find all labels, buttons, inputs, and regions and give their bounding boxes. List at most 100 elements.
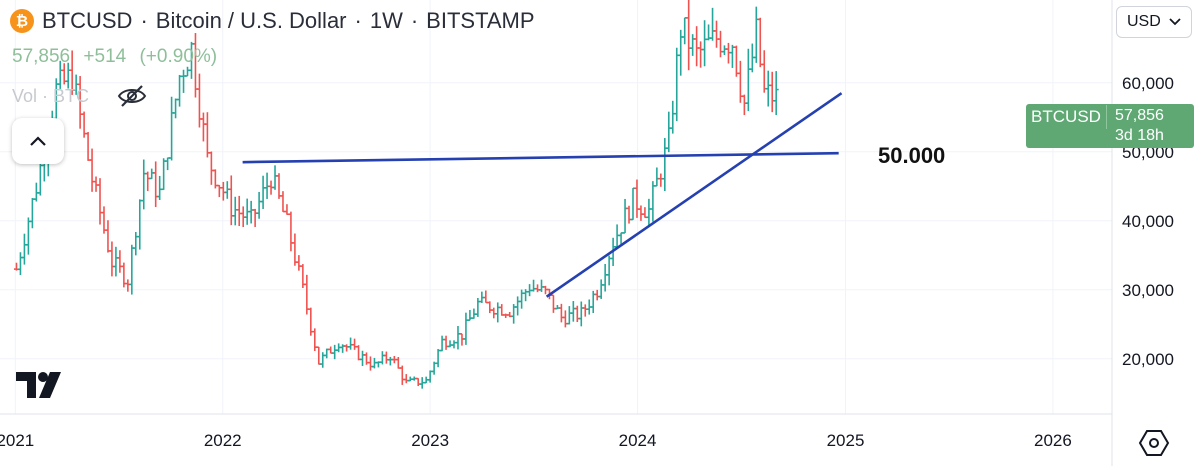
ohlc-bar [558, 303, 564, 323]
ohlc-bar [169, 96, 175, 161]
ohlc-bar [674, 47, 680, 122]
last-price-tag: BTCUSD 57,856 3d 18h [1026, 104, 1194, 148]
ohlc-bar [97, 178, 103, 225]
ohlc-bar [344, 344, 350, 352]
ohlc-bar [260, 175, 266, 209]
ohlc-bar [483, 290, 489, 304]
ohlc-bar [562, 310, 568, 328]
ohlc-bar [702, 20, 708, 67]
ohlc-bar [403, 374, 409, 384]
ohlc-bar [682, 17, 688, 45]
ohlc-bar [133, 231, 139, 256]
ohlc-bar [686, 0, 692, 71]
ohlc-bar [690, 34, 696, 56]
ohlc-bar [181, 69, 187, 93]
ohlc-bar [654, 167, 660, 187]
interval-label[interactable]: 1W [369, 8, 403, 33]
ohlc-bar [352, 338, 358, 350]
ohlc-bar [145, 171, 151, 192]
symbol-label[interactable]: BTCUSD [42, 8, 133, 33]
ohlc-bar [515, 296, 521, 316]
ohlc-bar [463, 312, 469, 345]
ohlc-bar [753, 6, 759, 63]
settings-hexagon-icon[interactable] [1138, 428, 1170, 458]
ohlc-bar [666, 111, 672, 153]
ohlc-bar [85, 131, 91, 161]
ohlc-bar [741, 94, 747, 116]
ohlc-bar [606, 255, 612, 286]
ohlc-bar [642, 207, 648, 219]
ohlc-bar [710, 7, 716, 41]
ohlc-bar [252, 208, 258, 227]
ohlc-bar [216, 184, 222, 198]
instrument-name: Bitcoin / U.S. Dollar [155, 8, 347, 33]
ohlc-bar [332, 344, 338, 360]
ohlc-bar [570, 301, 576, 322]
ohlc-bar [650, 181, 656, 222]
ohlc-bar [109, 241, 115, 277]
ohlc-bar [439, 335, 445, 352]
currency-label: USD [1127, 13, 1161, 30]
ohlc-bar [487, 301, 493, 314]
currency-select[interactable]: USD [1116, 6, 1192, 38]
ohlc-bar [157, 175, 163, 201]
ohlc-bar [435, 349, 441, 368]
ohlc-bar [256, 191, 262, 219]
ohlc-bar [113, 246, 119, 277]
trend-line[interactable] [545, 92, 843, 298]
price-tick-label: 20,000 [1122, 350, 1174, 369]
ohlc-bar [248, 200, 254, 224]
ohlc-bar [208, 151, 214, 185]
ohlc-bar [153, 161, 159, 208]
ohlc-bar [220, 181, 226, 201]
tradingview-logo-icon [16, 372, 61, 398]
price-legend: 57,856 +514 (+0.90%) [12, 46, 225, 68]
collapse-legend-button[interactable] [12, 118, 64, 164]
ohlc-bar [658, 173, 664, 187]
ohlc-bar [721, 45, 727, 55]
time-tick-label: 2024 [619, 431, 657, 450]
ohlc-bar [582, 304, 588, 317]
separator: · [354, 8, 362, 33]
chevron-down-icon [1169, 18, 1181, 26]
ohlc-bar [288, 211, 294, 252]
ohlc-bar [455, 326, 461, 350]
exchange-label: BITSTAMP [426, 8, 535, 33]
ohlc-bar [634, 179, 640, 218]
ohlc-bar [137, 199, 143, 250]
time-tick-label: 2023 [411, 431, 449, 450]
ohlc-series [13, 0, 779, 389]
ohlc-bar [93, 176, 99, 192]
ohlc-bar [228, 175, 234, 226]
trend-line[interactable] [242, 151, 839, 164]
ohlc-bar [284, 204, 290, 216]
price-tag-symbol: BTCUSD [1026, 105, 1107, 129]
chart-grid [0, 0, 1112, 414]
ohlc-bar [594, 289, 600, 301]
ohlc-bar [733, 45, 739, 77]
ohlc-bar [296, 255, 302, 271]
ohlc-bar [761, 50, 767, 93]
ohlc-bar [447, 340, 453, 348]
ohlc-bar [280, 191, 286, 213]
eye-slash-icon[interactable] [117, 84, 147, 108]
ohlc-bar [141, 159, 147, 210]
ohlc-bar [443, 335, 449, 350]
ohlc-bar [276, 173, 282, 199]
time-tick-label: 2021 [0, 431, 34, 450]
volume-legend: Vol · BTC [12, 84, 147, 108]
bar-countdown: 3d 18h [1115, 127, 1164, 144]
price-tick-label: 60,000 [1122, 74, 1174, 93]
ohlc-bar [25, 217, 31, 255]
ohlc-bar [236, 195, 242, 227]
price-tag-value: 57,856 [1115, 107, 1164, 124]
ohlc-bar [173, 98, 179, 119]
price-change-percent: (+0.90%) [139, 46, 218, 67]
ohlc-bar [574, 305, 580, 323]
ohlc-bar [598, 279, 604, 299]
ohlc-bar [177, 74, 183, 107]
time-axis[interactable]: 2021 2022 2023 2024 2025 2026 [0, 431, 1072, 450]
ohlc-bar [379, 351, 385, 365]
